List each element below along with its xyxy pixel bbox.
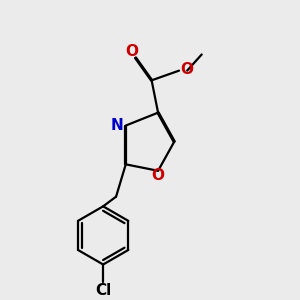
- Text: Cl: Cl: [95, 284, 111, 298]
- Text: O: O: [126, 44, 139, 59]
- Text: O: O: [181, 61, 194, 76]
- Text: N: N: [110, 118, 123, 133]
- Text: O: O: [152, 168, 165, 183]
